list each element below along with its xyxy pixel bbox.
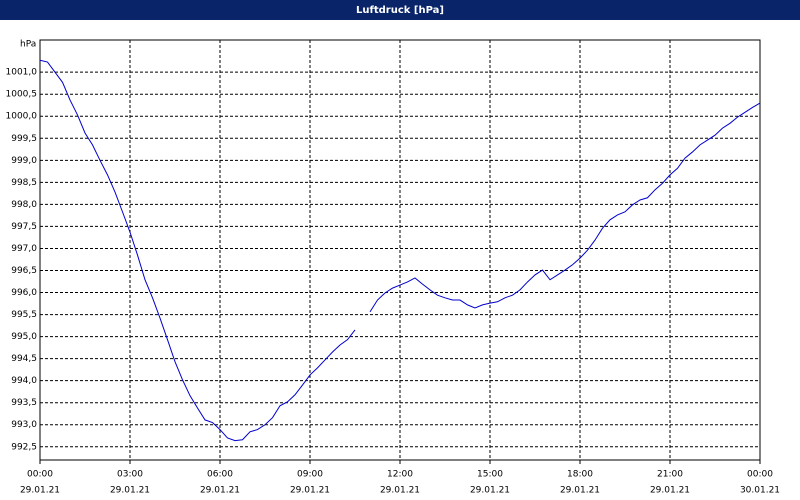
- y-tick-label: 1000,5: [6, 90, 38, 100]
- x-tick-label: 12:00: [387, 470, 413, 480]
- y-tick-label: 999,0: [11, 156, 37, 166]
- y-tick-label: 1001,0: [6, 68, 38, 78]
- y-tick-label: 993,5: [11, 398, 37, 408]
- x-tick-label: 18:00: [567, 470, 593, 480]
- y-tick-label: 995,5: [11, 310, 37, 320]
- x-tick-label: 00:00: [27, 470, 53, 480]
- x-tick-label: 21:00: [657, 470, 683, 480]
- x-tick-label: 09:00: [297, 470, 323, 480]
- x-tick-date: 30.01.21: [740, 486, 780, 496]
- title-bar: [0, 0, 800, 20]
- x-tick-label: 06:00: [207, 470, 233, 480]
- y-tick-label: 995,0: [11, 332, 37, 342]
- y-tick-label: 997,5: [11, 222, 37, 232]
- x-tick-date: 29.01.21: [20, 486, 60, 496]
- x-tick-date: 29.01.21: [560, 486, 600, 496]
- y-tick-label: 994,5: [11, 354, 37, 364]
- x-tick-label: 03:00: [117, 470, 143, 480]
- y-tick-label: 998,0: [11, 200, 37, 210]
- x-tick-date: 29.01.21: [290, 486, 330, 496]
- x-tick-label: 00:00: [747, 470, 773, 480]
- chart-title: Luftdruck [hPa]: [356, 5, 444, 16]
- x-tick-date: 29.01.21: [200, 486, 240, 496]
- x-tick-date: 29.01.21: [470, 486, 510, 496]
- y-tick-label: 993,0: [11, 420, 37, 430]
- y-tick-label: 999,5: [11, 134, 37, 144]
- x-tick-date: 29.01.21: [380, 486, 420, 496]
- y-tick-label: 992,5: [11, 442, 37, 452]
- y-axis-label: hPa: [20, 40, 36, 50]
- x-tick-date: 29.01.21: [650, 486, 690, 496]
- y-tick-label: 998,5: [11, 178, 37, 188]
- y-tick-label: 996,5: [11, 266, 37, 276]
- y-tick-label: 1000,0: [6, 112, 38, 122]
- y-tick-label: 996,0: [11, 288, 37, 298]
- data-line: [39, 59, 761, 442]
- y-tick-label: 997,0: [11, 244, 37, 254]
- x-tick-label: 15:00: [477, 470, 503, 480]
- x-tick-date: 29.01.21: [110, 486, 150, 496]
- y-tick-label: 994,0: [11, 376, 37, 386]
